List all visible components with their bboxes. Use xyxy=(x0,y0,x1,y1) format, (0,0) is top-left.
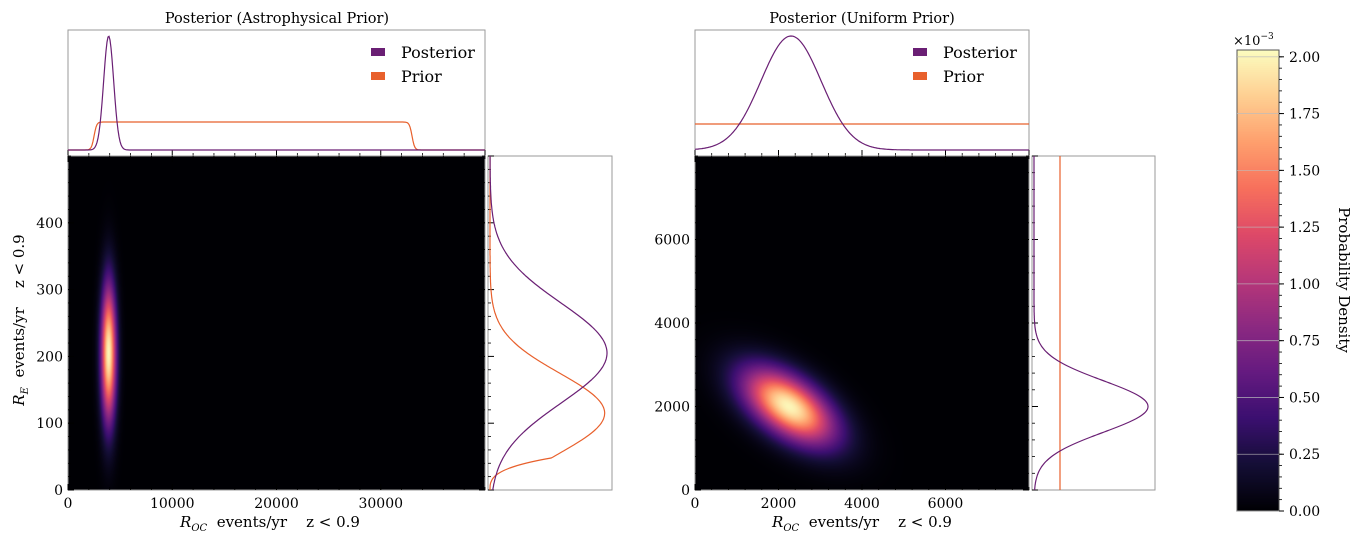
legend-posterior-label: Posterior xyxy=(401,43,475,62)
colorbar-exponent: ×10−3 xyxy=(1233,32,1274,49)
colorbar-tick-label: 0.50 xyxy=(1289,390,1320,406)
left-legend: Posterior Prior xyxy=(371,43,475,86)
right-legend: Posterior Prior xyxy=(913,43,1017,86)
left-title: Posterior (Astrophysical Prior) xyxy=(165,11,389,27)
left-right-marginal-frame xyxy=(487,155,613,491)
y-tick-label: 0 xyxy=(681,483,690,499)
right-panel: Posterior (Uniform Prior) Posterior Prio… xyxy=(654,11,1156,533)
legend-prior-label: Prior xyxy=(943,67,984,86)
x-tick-label: 4000 xyxy=(844,496,880,512)
y-tick-label: 300 xyxy=(36,283,63,299)
colorbar-tick-label: 0.25 xyxy=(1289,447,1320,463)
colorbar-tick-label: 2.00 xyxy=(1289,50,1320,66)
left-x-axis-label: ROC events/yr z < 0.9 xyxy=(179,513,360,533)
right-right-posterior-curve xyxy=(1033,156,1149,491)
right-x-axis-label: ROC events/yr z < 0.9 xyxy=(771,513,952,533)
right-top-posterior-curve xyxy=(694,35,1029,151)
left-right-posterior-curve xyxy=(489,156,608,491)
y-tick-label: 4000 xyxy=(654,316,690,332)
legend-posterior-swatch xyxy=(371,48,385,56)
y-tick-label: 0 xyxy=(54,483,63,499)
left-y-axis-label: RE events/yr z < 0.9 xyxy=(10,234,31,406)
legend-posterior-swatch xyxy=(913,48,927,56)
x-tick-label: 10000 xyxy=(150,496,195,512)
legend-prior-label: Prior xyxy=(401,67,442,86)
colorbar: 0.00 0.25 0.50 0.75 1.00 1.25 1.50 1.75 2.00 ×10… xyxy=(1233,32,1353,520)
y-tick-label: 400 xyxy=(36,216,63,232)
legend-posterior-label: Posterior xyxy=(943,43,1017,62)
right-top-marginal-frame xyxy=(694,29,1030,157)
colorbar-tick-label: 1.00 xyxy=(1289,277,1320,293)
colorbar-gradient xyxy=(1237,50,1279,511)
left-top-prior-curve xyxy=(68,121,485,151)
left-right-prior-curve xyxy=(489,156,606,490)
right-main-ticks: 0 2000 4000 6000 0 2000 4000 6000 xyxy=(654,155,1030,512)
x-tick-label: 30000 xyxy=(358,496,403,512)
left-top-posterior-curve xyxy=(68,35,485,151)
x-tick-label: 6000 xyxy=(928,496,964,512)
colorbar-tick-label: 1.50 xyxy=(1289,163,1320,179)
legend-prior-swatch xyxy=(913,72,927,80)
left-top-marginal-frame xyxy=(67,29,486,157)
y-tick-label: 200 xyxy=(36,349,63,365)
colorbar-gradient-container xyxy=(1237,50,1279,511)
left-heatmap xyxy=(68,156,485,490)
left-panel: Posterior (Astrophysical Prior) Posterio… xyxy=(10,11,613,533)
x-tick-label: 0 xyxy=(691,496,700,512)
x-tick-label: 0 xyxy=(64,496,73,512)
colorbar-tick-label: 0.00 xyxy=(1289,504,1320,520)
y-tick-label: 100 xyxy=(36,416,63,432)
legend-prior-swatch xyxy=(371,72,385,80)
colorbar-ticks: 0.00 0.25 0.50 0.75 1.00 1.25 1.50 1.75 2.00 xyxy=(1237,50,1320,520)
right-title: Posterior (Uniform Prior) xyxy=(769,11,954,27)
right-heatmap-container xyxy=(695,156,1029,490)
y-tick-label: 6000 xyxy=(654,233,690,249)
right-right-marginal-frame xyxy=(1031,155,1156,491)
colorbar-tick-label: 1.25 xyxy=(1289,220,1320,236)
colorbar-tick-label: 0.75 xyxy=(1289,334,1320,350)
colorbar-label: Probability Density xyxy=(1335,207,1353,353)
left-heatmap-container xyxy=(68,156,485,490)
right-heatmap xyxy=(695,156,1029,490)
x-tick-label: 20000 xyxy=(254,496,299,512)
left-main-ticks: 0 10000 20000 30000 0 100 200 300 400 xyxy=(36,155,486,512)
colorbar-tick-label: 1.75 xyxy=(1289,107,1320,123)
y-tick-label: 2000 xyxy=(654,400,690,416)
x-tick-label: 2000 xyxy=(761,496,797,512)
